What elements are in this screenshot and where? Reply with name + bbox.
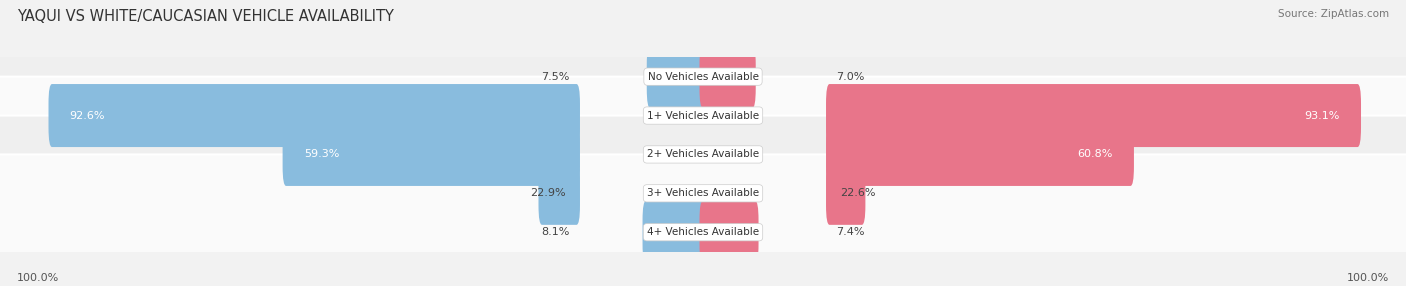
Text: 3+ Vehicles Available: 3+ Vehicles Available [647, 188, 759, 198]
Text: 8.1%: 8.1% [541, 227, 569, 237]
Text: 2+ Vehicles Available: 2+ Vehicles Available [647, 150, 759, 159]
Text: YAQUI VS WHITE/CAUCASIAN VEHICLE AVAILABILITY: YAQUI VS WHITE/CAUCASIAN VEHICLE AVAILAB… [17, 9, 394, 23]
Text: 7.0%: 7.0% [837, 72, 865, 82]
Text: 60.8%: 60.8% [1077, 150, 1114, 159]
FancyBboxPatch shape [643, 201, 707, 264]
Text: 7.5%: 7.5% [541, 72, 569, 82]
Text: 1+ Vehicles Available: 1+ Vehicles Available [647, 111, 759, 120]
Text: 93.1%: 93.1% [1305, 111, 1340, 120]
FancyBboxPatch shape [827, 123, 1135, 186]
FancyBboxPatch shape [827, 84, 1361, 147]
Text: Source: ZipAtlas.com: Source: ZipAtlas.com [1278, 9, 1389, 19]
FancyBboxPatch shape [0, 38, 1406, 193]
FancyBboxPatch shape [700, 45, 756, 108]
FancyBboxPatch shape [647, 45, 707, 108]
Text: 59.3%: 59.3% [304, 150, 339, 159]
FancyBboxPatch shape [0, 0, 1406, 154]
FancyBboxPatch shape [0, 154, 1406, 286]
FancyBboxPatch shape [49, 84, 581, 147]
FancyBboxPatch shape [0, 77, 1406, 232]
Text: 4+ Vehicles Available: 4+ Vehicles Available [647, 227, 759, 237]
FancyBboxPatch shape [0, 116, 1406, 271]
FancyBboxPatch shape [700, 201, 759, 264]
Text: 22.9%: 22.9% [530, 188, 565, 198]
Text: 22.6%: 22.6% [841, 188, 876, 198]
Text: No Vehicles Available: No Vehicles Available [648, 72, 758, 82]
FancyBboxPatch shape [538, 162, 581, 225]
Text: 92.6%: 92.6% [69, 111, 105, 120]
Text: 100.0%: 100.0% [17, 273, 59, 283]
Text: 100.0%: 100.0% [1347, 273, 1389, 283]
Text: 7.4%: 7.4% [837, 227, 865, 237]
FancyBboxPatch shape [827, 162, 866, 225]
FancyBboxPatch shape [283, 123, 581, 186]
